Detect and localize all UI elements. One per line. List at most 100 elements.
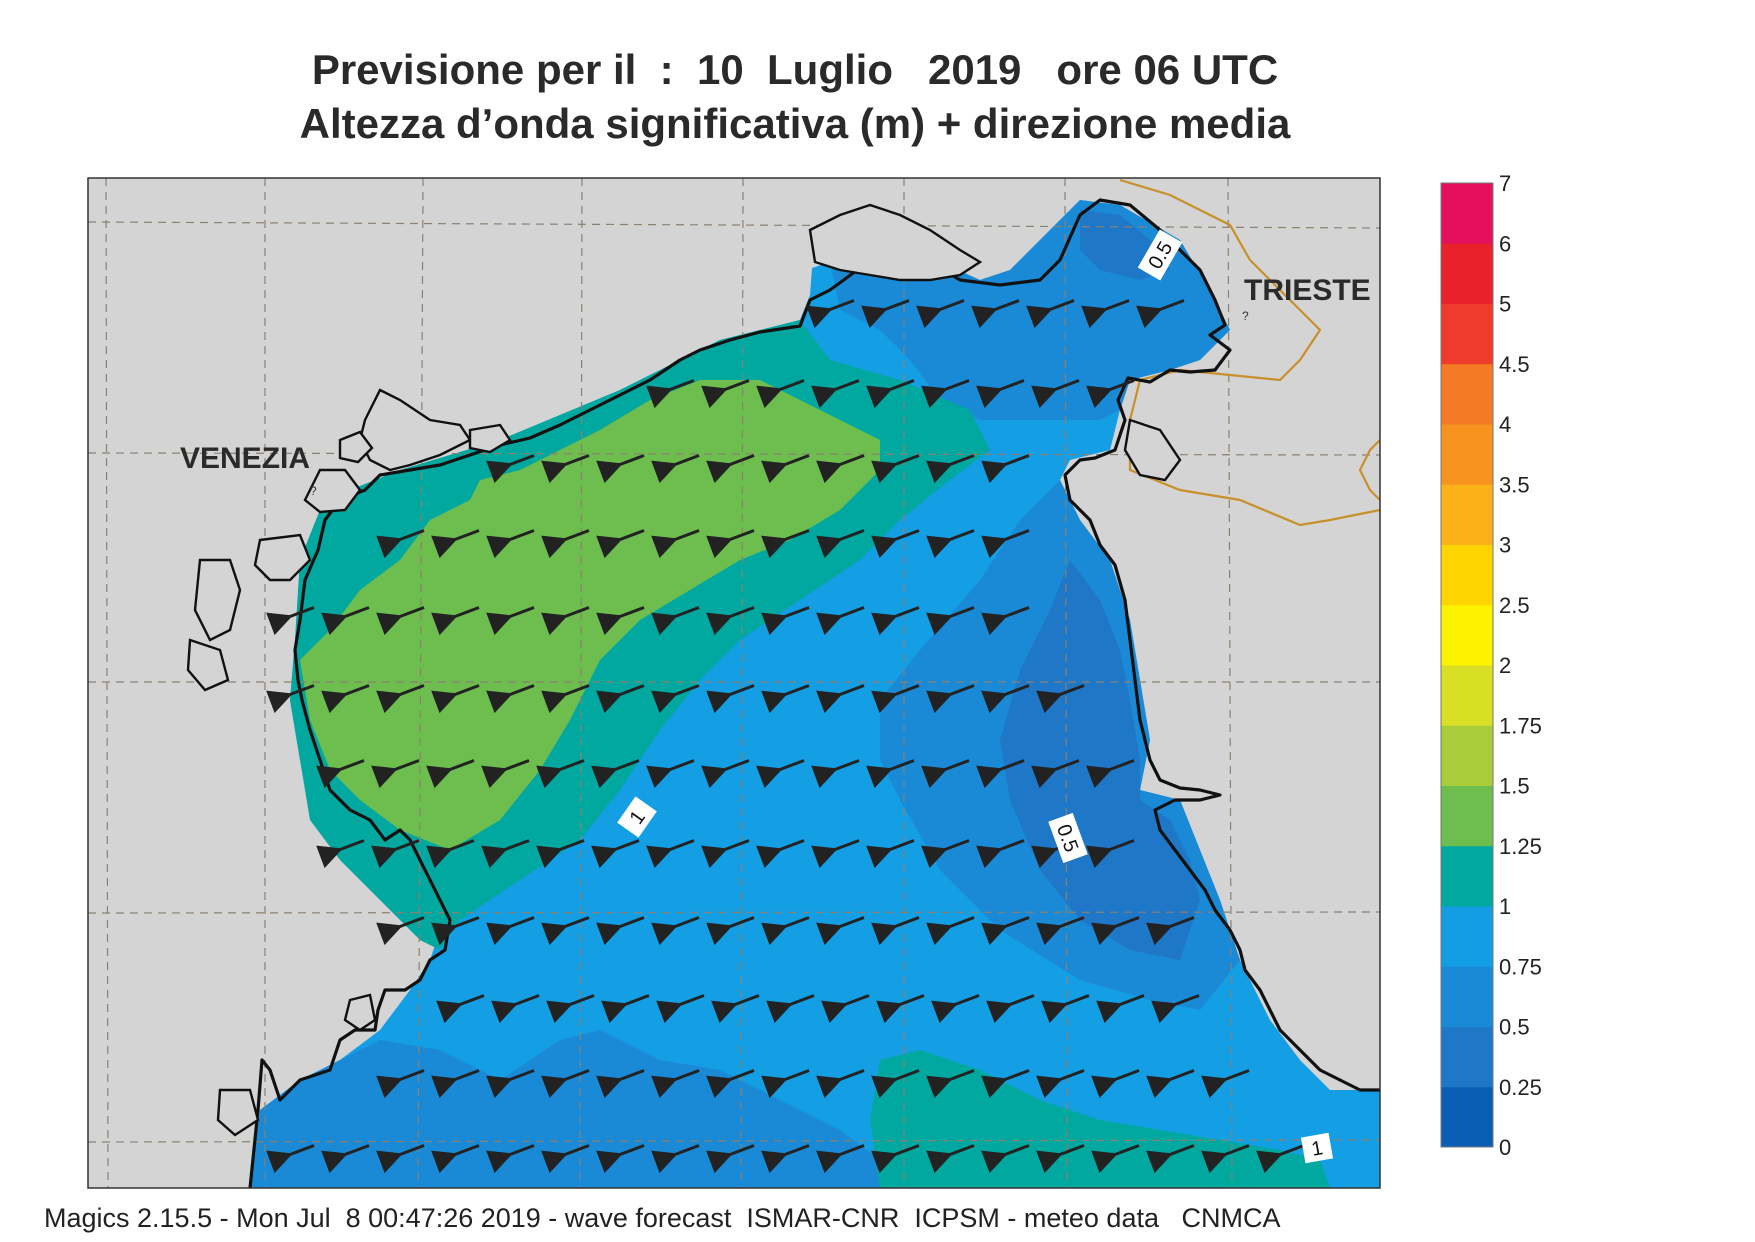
wave-arrow [426,759,475,789]
contour-band-1.25-1.5 [300,380,880,850]
wave-arrow [651,916,700,946]
wave-arrow [761,454,810,484]
wave-arrow [376,684,425,714]
wave-arrow [811,839,860,869]
wave-arrow [426,839,475,869]
wave-arrow [976,759,1025,789]
wave-arrow [706,529,755,559]
colorbar-tick-label: 1 [1499,894,1511,919]
wave-arrow [926,454,975,484]
wave-arrow [971,299,1020,329]
colorbar: 0 0.25 0.5 0.75 1 1.25 1.5 1.75 2 2.5 3 3.5 4 4.5 5 6 7 [1440,171,1542,1160]
wave-arrow [706,1144,755,1174]
colorbar-swatch [1441,544,1493,606]
wave-arrow [761,1144,810,1174]
wave-arrow [596,1069,645,1099]
wave-direction-arrows [266,299,1305,1174]
wave-arrow [986,994,1035,1024]
wave-arrow [436,994,485,1024]
wave-arrow [701,839,750,869]
wave-arrow [541,916,590,946]
wave-arrow [811,379,860,409]
wave-arrow [816,454,865,484]
wave-arrow [1146,1069,1195,1099]
wave-arrow [806,299,855,329]
city-label-venezia: VENEZIA [180,442,310,475]
colorbar-swatch [1441,665,1493,726]
wave-arrow [431,916,480,946]
wave-arrow [1146,1144,1195,1174]
colorbar-swatch [1441,785,1493,847]
wave-arrow [541,606,590,636]
wave-arrow [821,994,870,1024]
wave-arrow [981,916,1030,946]
wave-arrow [431,1069,480,1099]
wave-arrow [541,454,590,484]
wave-arrow [316,839,365,869]
wave-arrow [706,916,755,946]
wave-arrow [596,916,645,946]
wave-arrow [1036,1069,1085,1099]
city-label-trieste: TRIESTE [1244,274,1371,307]
map-frame [87,177,1381,1189]
wave-arrow [651,684,700,714]
wave-arrow [1036,1144,1085,1174]
wave-arrow [266,1144,315,1174]
wave-arrow [596,684,645,714]
contour-label: 1 [1300,1132,1334,1164]
wave-arrow [981,1144,1030,1174]
wave-arrow [321,684,370,714]
colorbar-tick-label: 3 [1499,533,1511,558]
city-marker-venezia: ? [310,484,317,498]
wave-arrow [1201,1069,1250,1099]
colorbar-tick-label: 4.5 [1499,352,1530,377]
wave-arrow [481,759,530,789]
svg-text:1: 1 [1310,1137,1325,1161]
wave-arrow [376,529,425,559]
wave-arrow [596,454,645,484]
contour-label: 1 [617,796,657,838]
wave-arrow [596,606,645,636]
colorbar-swatch [1441,845,1493,907]
wave-arrow [486,916,535,946]
wave-arrow [916,299,965,329]
wave-arrow [541,1144,590,1174]
colorbar-swatch [1441,363,1493,425]
wave-arrow [701,759,750,789]
lagoon-islands [186,203,1182,1137]
wave-arrow [926,684,975,714]
wave-arrow [981,1069,1030,1099]
wave-arrow [486,606,535,636]
colorbar-tick-label: 0 [1499,1135,1511,1160]
wave-arrow [981,684,1030,714]
wave-arrow [756,839,805,869]
wave-arrow [486,1144,535,1174]
wave-arrow [921,759,970,789]
colorbar-tick-label: 1.5 [1499,774,1530,799]
colorbar-swatch [1441,303,1493,365]
wave-arrow [371,839,420,869]
wave-arrow [1026,299,1075,329]
wave-arrow [376,1144,425,1174]
wave-arrow [921,379,970,409]
wave-arrow [591,759,640,789]
wave-arrow [866,379,915,409]
wave-arrow [596,529,645,559]
wave-arrow [316,759,365,789]
wave-arrow [1091,916,1140,946]
wave-arrow [651,454,700,484]
wave-arrow [1201,1144,1250,1174]
wave-arrow [861,299,910,329]
wave-arrow [1036,916,1085,946]
wave-arrow [481,839,530,869]
wave-arrow [866,759,915,789]
wave-arrow [816,916,865,946]
wave-arrow [706,454,755,484]
colorbar-swatch [1441,484,1493,545]
colorbar-tick-label: 2 [1499,653,1511,678]
wave-arrow [431,1144,480,1174]
colorbar-tick-label: 0.25 [1499,1075,1542,1100]
wave-arrow [431,529,480,559]
city-marker-trieste: ? [1242,309,1249,323]
wave-arrow [756,379,805,409]
